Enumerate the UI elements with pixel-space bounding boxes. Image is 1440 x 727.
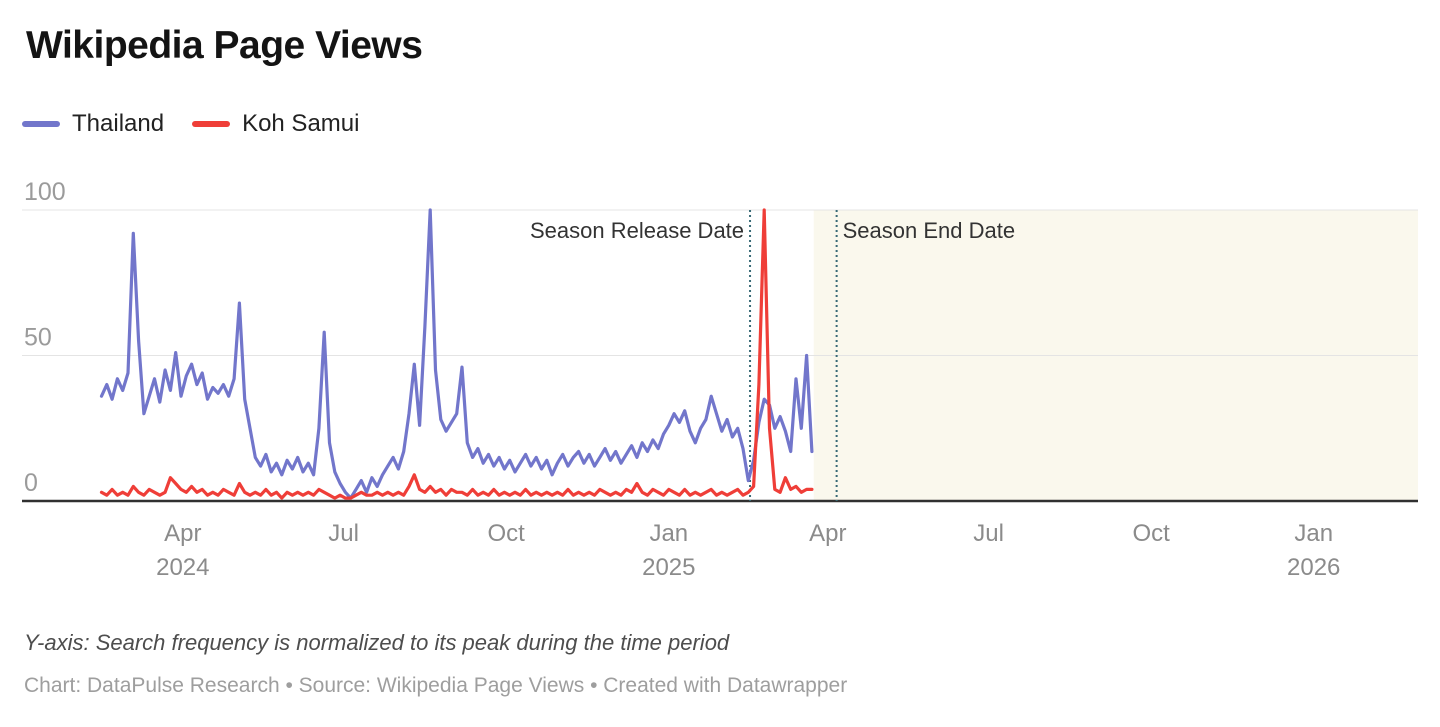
x-tick-month-jul: Jul <box>328 520 359 547</box>
x-tick-month-jul: Jul <box>973 520 1004 547</box>
y-tick-label-100: 100 <box>24 178 66 206</box>
x-tick-month-apr2024: Apr <box>164 520 201 547</box>
chart-byline: Chart: DataPulse Research • Source: Wiki… <box>24 674 848 697</box>
y-tick-label-50: 50 <box>24 324 52 352</box>
marker-label-season-release-date: Season Release Date <box>530 218 744 243</box>
x-tick-month-oct: Oct <box>488 520 526 547</box>
legend-item-koh-samui: Koh Samui <box>192 112 359 136</box>
legend-item-thailand: Thailand <box>22 112 164 136</box>
x-tick-year-2024: 2024 <box>156 554 209 581</box>
x-tick-month-oct: Oct <box>1133 520 1171 547</box>
x-tick-month-jan2026: Jan <box>1294 520 1333 547</box>
x-tick-year-2026: 2026 <box>1287 554 1340 581</box>
y-tick-label-0: 0 <box>24 469 38 497</box>
series-line-koh-samui <box>99 208 814 500</box>
series-line-thailand <box>99 208 814 500</box>
legend-label-thailand: Thailand <box>72 110 165 137</box>
legend-swatch-thailand <box>22 121 60 127</box>
chart-svg: 100 50 0 Apr 2024 Jul Oct Jan 2025 Apr Jul Oct Jan 20… <box>22 178 1418 581</box>
legend-label-koh-samui: Koh Samui <box>242 110 360 137</box>
x-tick-year-2025: 2025 <box>642 554 695 581</box>
yaxis-note: Y-axis: Search frequency is normalized t… <box>24 630 730 655</box>
legend-swatch-koh-samui <box>192 121 231 127</box>
page-title: Wikipedia Page Views <box>26 24 423 67</box>
legend: Thailand Koh Samui <box>22 112 359 136</box>
x-tick-month-apr: Apr <box>809 520 846 547</box>
marker-label-season-end-date: Season End Date <box>843 218 1015 243</box>
x-tick-month-jan2025: Jan <box>649 520 688 547</box>
